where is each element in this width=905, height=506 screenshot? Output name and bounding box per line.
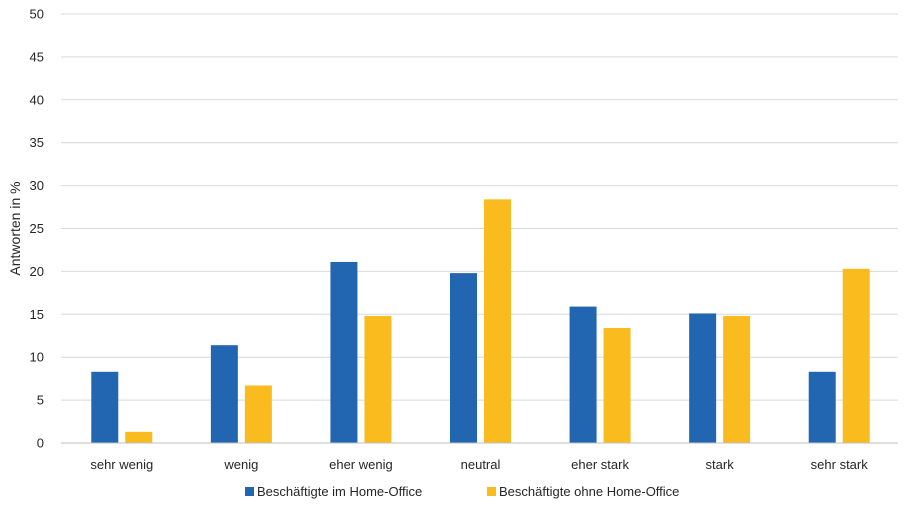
bar-ohne-home-office-1 bbox=[244, 385, 272, 443]
x-axis-ticks: sehr wenig wenig eher wenig neutral eher sta… bbox=[90, 457, 868, 472]
bar-home-office-2 bbox=[330, 261, 358, 443]
y-tick-label: 5 bbox=[37, 393, 44, 408]
bar-ohne-home-office-0 bbox=[125, 431, 153, 443]
bar-ohne-home-office-2 bbox=[364, 316, 392, 443]
y-tick-label: 30 bbox=[30, 178, 44, 193]
y-tick-label: 10 bbox=[30, 350, 44, 365]
legend: Beschäftigte im Home-Office Beschäftigte … bbox=[245, 484, 679, 499]
bar-ohne-home-office-5 bbox=[723, 316, 751, 443]
legend-label-0: Beschäftigte im Home-Office bbox=[257, 484, 422, 499]
bar-home-office-6 bbox=[808, 371, 836, 443]
x-tick-label: sehr wenig bbox=[90, 457, 153, 472]
bar-ohne-home-office-6 bbox=[842, 268, 870, 443]
legend-swatch-1 bbox=[487, 487, 496, 496]
y-tick-label: 25 bbox=[30, 221, 44, 236]
legend-swatch-0 bbox=[245, 487, 254, 496]
y-tick-label: 35 bbox=[30, 135, 44, 150]
gridlines bbox=[61, 13, 898, 401]
y-tick-label: 20 bbox=[30, 264, 44, 279]
y-axis-ticks: 0 5 10 15 20 25 30 35 40 45 50 bbox=[30, 7, 44, 451]
x-tick-label: eher stark bbox=[571, 457, 629, 472]
bar-ohne-home-office-3 bbox=[484, 199, 511, 443]
x-tick-label: eher wenig bbox=[329, 457, 393, 472]
bar-home-office-5 bbox=[689, 313, 717, 443]
y-tick-label: 0 bbox=[37, 436, 44, 451]
bar-home-office-1 bbox=[210, 345, 238, 443]
y-axis-title: Antworten in % bbox=[7, 181, 23, 275]
y-tick-label: 15 bbox=[30, 307, 44, 322]
x-tick-label: wenig bbox=[223, 457, 258, 472]
bar-home-office-0 bbox=[91, 371, 119, 443]
bar-home-office-4 bbox=[569, 306, 597, 443]
bars bbox=[91, 199, 870, 443]
y-tick-label: 45 bbox=[30, 49, 44, 64]
x-tick-label: stark bbox=[706, 457, 735, 472]
y-tick-label: 50 bbox=[30, 7, 44, 22]
y-tick-label: 40 bbox=[30, 92, 44, 107]
x-tick-label: neutral bbox=[461, 457, 501, 472]
x-tick-label: sehr stark bbox=[811, 457, 869, 472]
bar-home-office-3 bbox=[450, 273, 477, 443]
legend-label-1: Beschäftigte ohne Home-Office bbox=[499, 484, 679, 499]
bar-ohne-home-office-4 bbox=[603, 328, 631, 443]
